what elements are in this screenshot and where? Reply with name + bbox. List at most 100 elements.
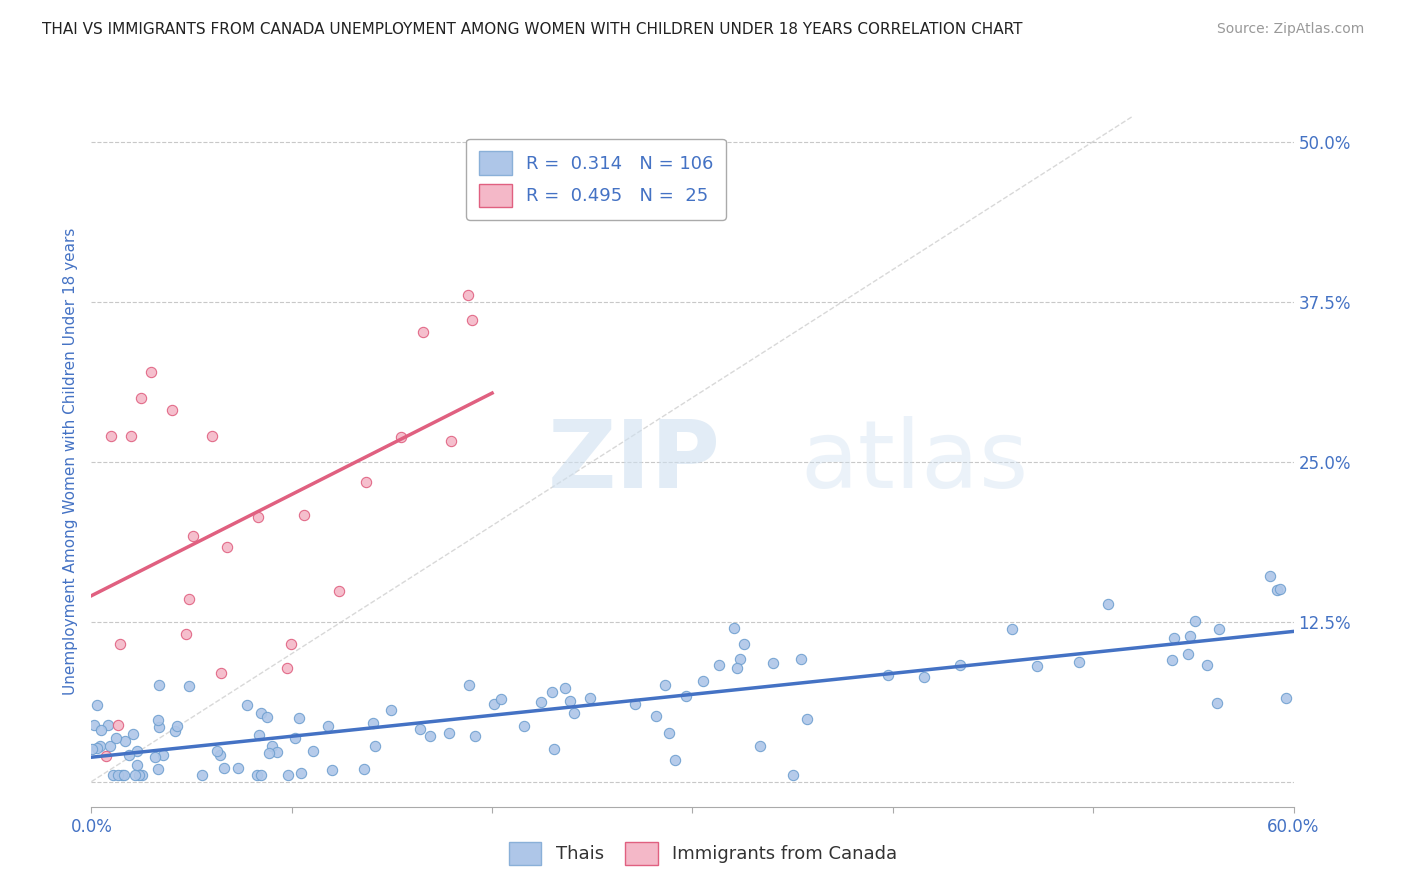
- Point: [554, 681, 576, 695]
- Point: [412, 325, 434, 339]
- Point: [1026, 659, 1049, 673]
- Point: [1184, 614, 1206, 628]
- Point: [104, 731, 127, 745]
- Point: [316, 719, 339, 733]
- Point: [107, 768, 129, 782]
- Legend: R =  0.314   N = 106, R =  0.495   N =  25: R = 0.314 N = 106, R = 0.495 N = 25: [467, 139, 725, 219]
- Point: [266, 745, 288, 759]
- Point: [439, 726, 461, 740]
- Point: [97, 718, 120, 732]
- Point: [290, 766, 312, 780]
- Point: [725, 661, 748, 675]
- Point: [148, 713, 170, 727]
- Point: [328, 583, 350, 598]
- Text: atlas: atlas: [800, 416, 1029, 508]
- Point: [730, 651, 752, 665]
- Point: [179, 679, 201, 693]
- Point: [782, 768, 804, 782]
- Point: [624, 697, 647, 711]
- Point: [148, 678, 170, 692]
- Point: [152, 748, 174, 763]
- Point: [489, 691, 512, 706]
- Point: [288, 711, 311, 725]
- Point: [302, 744, 325, 758]
- Point: [1161, 652, 1184, 666]
- Point: [209, 666, 232, 681]
- Point: [1208, 622, 1230, 636]
- Point: [363, 716, 385, 731]
- Point: [733, 637, 755, 651]
- Point: [354, 475, 377, 490]
- Point: [1069, 655, 1091, 669]
- Point: [276, 661, 298, 675]
- Point: [101, 768, 124, 782]
- Point: [111, 768, 134, 782]
- Point: [114, 734, 136, 748]
- Point: [1205, 696, 1227, 710]
- Point: [1097, 597, 1119, 611]
- Point: [579, 690, 602, 705]
- Point: [250, 768, 273, 782]
- Point: [90, 723, 112, 737]
- Point: [1163, 631, 1185, 645]
- Point: [86, 698, 108, 712]
- Point: [148, 720, 170, 734]
- Point: [790, 652, 813, 666]
- Point: [409, 722, 432, 736]
- Point: [250, 706, 273, 720]
- Point: [280, 636, 302, 650]
- Point: [145, 750, 167, 764]
- Point: [709, 657, 731, 672]
- Text: ZIP: ZIP: [548, 416, 721, 508]
- Point: [256, 710, 278, 724]
- Point: [419, 729, 441, 743]
- Point: [457, 288, 479, 302]
- Point: [257, 746, 280, 760]
- Point: [179, 591, 201, 606]
- Point: [107, 717, 129, 731]
- Point: [201, 429, 224, 443]
- Point: [80, 741, 103, 756]
- Point: [98, 739, 121, 754]
- Point: [118, 747, 141, 762]
- Point: [127, 744, 149, 758]
- Point: [128, 768, 150, 782]
- Point: [205, 744, 228, 758]
- Point: [160, 403, 183, 417]
- Point: [125, 757, 148, 772]
- Point: [124, 768, 146, 782]
- Point: [174, 627, 197, 641]
- Point: [1268, 582, 1291, 597]
- Point: [1180, 629, 1202, 643]
- Point: [215, 541, 238, 555]
- Point: [321, 763, 343, 777]
- Point: [389, 430, 412, 444]
- Point: [748, 739, 770, 754]
- Text: THAI VS IMMIGRANTS FROM CANADA UNEMPLOYMENT AMONG WOMEN WITH CHILDREN UNDER 18 Y: THAI VS IMMIGRANTS FROM CANADA UNEMPLOYM…: [42, 22, 1022, 37]
- Point: [664, 753, 686, 767]
- Point: [121, 726, 143, 740]
- Point: [235, 698, 257, 712]
- Point: [1000, 622, 1022, 636]
- Point: [292, 508, 315, 522]
- Point: [1267, 582, 1289, 597]
- Point: [121, 429, 143, 443]
- Point: [530, 695, 553, 709]
- Point: [654, 678, 676, 692]
- Point: [512, 719, 534, 733]
- Point: [191, 768, 214, 782]
- Point: [560, 694, 582, 708]
- Point: [876, 668, 898, 682]
- Point: [458, 678, 481, 692]
- Point: [364, 739, 387, 753]
- Point: [141, 365, 163, 379]
- Point: [541, 684, 564, 698]
- Point: [181, 529, 204, 543]
- Point: [464, 729, 486, 743]
- Point: [482, 697, 505, 711]
- Legend: Thais, Immigrants from Canada: Thais, Immigrants from Canada: [498, 831, 908, 876]
- Point: [1274, 691, 1296, 706]
- Point: [461, 313, 484, 327]
- Text: Source: ZipAtlas.com: Source: ZipAtlas.com: [1216, 22, 1364, 37]
- Point: [246, 768, 269, 782]
